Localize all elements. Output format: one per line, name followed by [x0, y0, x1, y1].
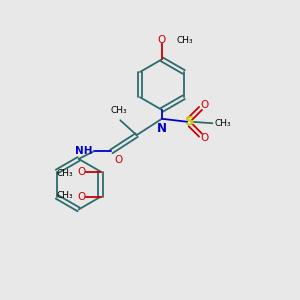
Text: CH₃: CH₃	[57, 169, 73, 178]
Text: CH₃: CH₃	[214, 119, 231, 128]
Text: S: S	[185, 115, 194, 128]
Text: N: N	[157, 122, 167, 135]
Text: CH₃: CH₃	[57, 191, 73, 200]
Text: O: O	[77, 167, 86, 176]
Text: O: O	[77, 192, 86, 202]
Text: CH₃: CH₃	[177, 35, 194, 44]
Text: O: O	[201, 133, 209, 143]
Text: NH: NH	[74, 146, 92, 157]
Text: CH₃: CH₃	[110, 106, 127, 115]
Text: O: O	[201, 100, 209, 110]
Text: O: O	[115, 155, 123, 165]
Text: O: O	[158, 35, 166, 45]
